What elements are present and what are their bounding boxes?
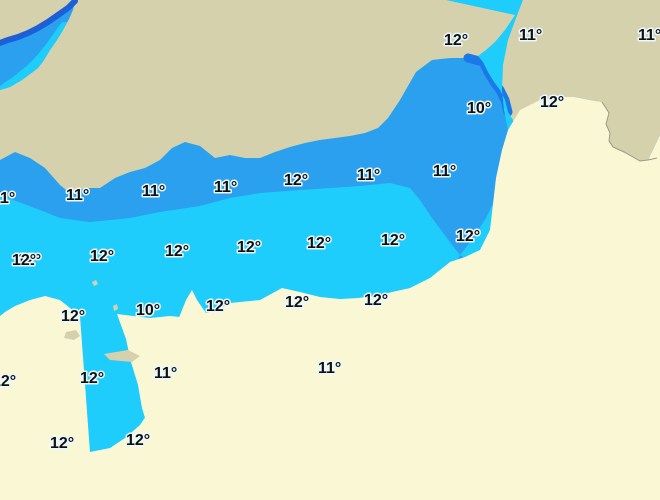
svg-text:12°: 12° — [206, 298, 230, 315]
svg-text:11°: 11° — [433, 163, 456, 180]
svg-text:11°: 11° — [318, 360, 341, 377]
svg-text:12°: 12° — [126, 432, 150, 449]
svg-text:10°: 10° — [136, 302, 160, 319]
svg-text:12°: 12° — [540, 94, 564, 111]
svg-text:12°: 12° — [0, 373, 16, 390]
svg-text:12°: 12° — [61, 308, 85, 325]
svg-text:11°: 11° — [0, 190, 15, 207]
svg-text:11°: 11° — [154, 365, 177, 382]
svg-text:12°: 12° — [12, 252, 36, 269]
svg-text:12°: 12° — [50, 435, 74, 452]
svg-text:12°: 12° — [285, 294, 309, 311]
svg-text:12°: 12° — [381, 232, 405, 249]
svg-text:11°: 11° — [142, 183, 165, 200]
svg-text:11°: 11° — [519, 27, 542, 44]
svg-text:10°: 10° — [467, 100, 491, 117]
svg-text:11°: 11° — [638, 27, 660, 44]
svg-text:12°: 12° — [284, 172, 308, 189]
svg-text:12°: 12° — [90, 248, 114, 265]
svg-text:11°: 11° — [214, 179, 237, 196]
svg-text:11°: 11° — [66, 187, 89, 204]
svg-text:12°: 12° — [80, 370, 104, 387]
svg-text:12°: 12° — [364, 292, 388, 309]
svg-text:12°: 12° — [165, 243, 189, 260]
svg-text:12°: 12° — [307, 235, 331, 252]
svg-text:12°: 12° — [444, 32, 468, 49]
svg-text:12°: 12° — [456, 228, 480, 245]
svg-text:11°: 11° — [357, 167, 380, 184]
svg-text:12°: 12° — [237, 239, 261, 256]
